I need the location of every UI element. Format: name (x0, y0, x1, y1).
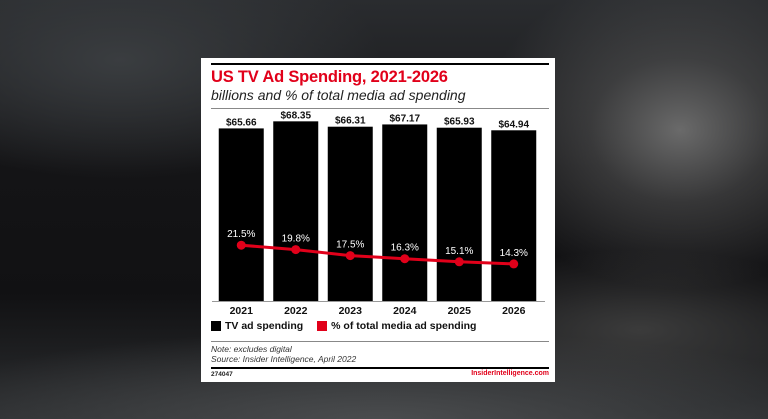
chart-title: US TV Ad Spending, 2021-2026 (211, 68, 448, 86)
x-tick-label-2024: 2024 (393, 305, 417, 317)
share-label-2021: 21.5% (227, 229, 255, 240)
x-tick-label-2026: 2026 (502, 305, 526, 317)
legend-swatch-share (317, 321, 328, 331)
legend: TV ad spending % of total media ad spend… (211, 320, 490, 332)
share-point-2022 (291, 245, 301, 255)
bar-2022 (273, 121, 319, 301)
chart-note: Note: excludes digital (211, 344, 292, 354)
top-rule (211, 63, 549, 65)
bar-2026 (491, 130, 537, 301)
x-tick-label-2021: 2021 (230, 305, 254, 317)
bar-value-label-2024: $67.17 (389, 113, 420, 124)
share-point-2021 (236, 240, 246, 250)
bar-2021 (218, 128, 264, 301)
chart-id: 274047 (211, 371, 233, 378)
bar-value-label-2022: $68.35 (280, 110, 311, 121)
legend-label-tv: TV ad spending (225, 320, 304, 332)
bar-2023 (327, 126, 373, 301)
legend-item-share: % of total media ad spending (317, 320, 476, 332)
share-point-2026 (509, 259, 519, 269)
share-label-2026: 14.3% (500, 248, 528, 259)
legend-label-share: % of total media ad spending (331, 320, 477, 332)
share-line (241, 243, 514, 266)
chart-subtitle: billions and % of total media ad spendin… (211, 87, 466, 103)
bar-2024 (382, 124, 428, 301)
share-label-2023: 17.5% (336, 240, 364, 251)
bar-2025 (436, 127, 482, 301)
bottom-rule (211, 367, 549, 369)
share-point-2024 (400, 254, 410, 264)
bar-value-label-2025: $65.93 (444, 117, 475, 128)
share-label-2022: 19.8% (282, 234, 310, 245)
x-tick-label-2025: 2025 (448, 305, 472, 317)
chart-source: Source: Insider Intelligence, April 2022 (211, 354, 357, 364)
share-label-2025: 15.1% (445, 246, 473, 257)
legend-item-tv: TV ad spending (211, 320, 303, 332)
x-tick-label-2023: 2023 (339, 305, 363, 317)
bar-value-label-2026: $64.94 (498, 119, 529, 130)
brand-link[interactable]: InsiderIntelligence.com (471, 370, 549, 377)
share-label-2024: 16.3% (391, 243, 419, 254)
chart-plot: $65.66 2021 $68.35 2022 $66.31 2023 $67.17 2024… (212, 110, 545, 317)
bar-value-label-2023: $66.31 (335, 116, 366, 127)
legend-swatch-tv (211, 321, 221, 331)
footer-divider (211, 341, 549, 342)
share-point-2025 (454, 257, 464, 267)
share-point-2023 (345, 251, 355, 261)
chart-card: US TV Ad Spending, 2021-2026 billions an… (201, 58, 555, 382)
header-divider (211, 108, 549, 109)
x-tick-label-2022: 2022 (284, 305, 308, 317)
bar-value-label-2021: $65.66 (226, 117, 257, 128)
